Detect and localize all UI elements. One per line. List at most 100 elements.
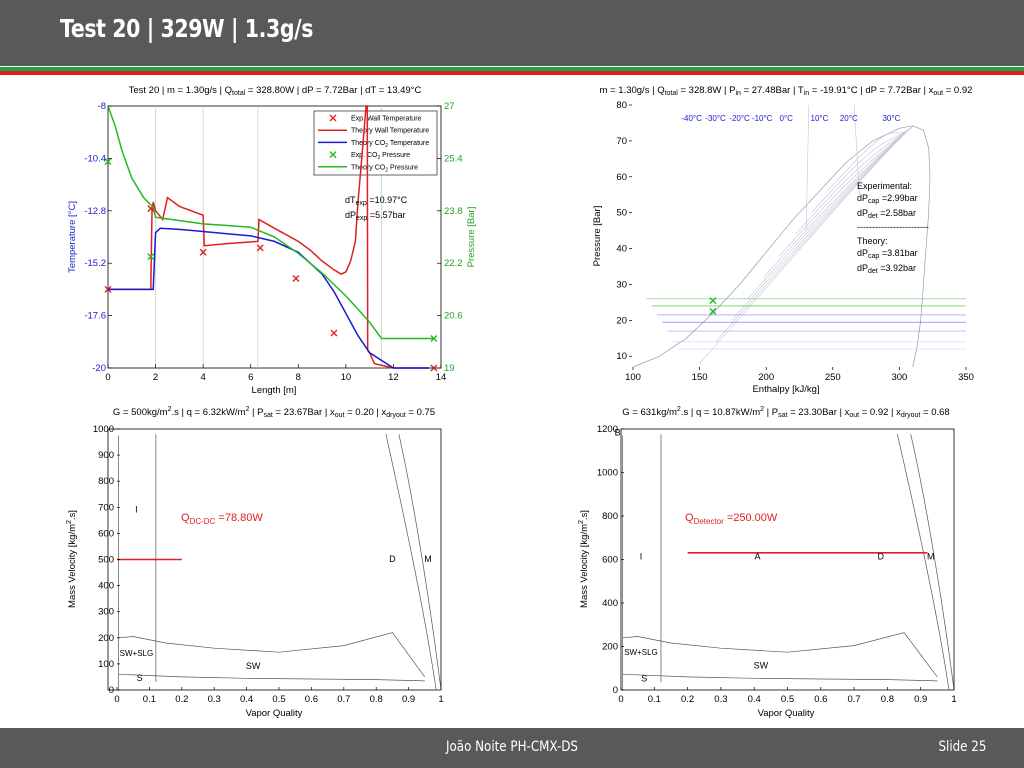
c3-ytick-label-10: 1000 [93, 424, 114, 435]
c3-region-0: I [135, 505, 138, 515]
c3-title: G = 500kg/m2.s | q = 6.32kW/m2 | Psat = … [113, 406, 435, 419]
c3-region-2: M [424, 554, 432, 564]
c1-title: Test 20 | m = 1.30g/s | Qtotal = 328.80W… [129, 85, 422, 97]
c4-xtick-label-5: 0.5 [781, 694, 794, 705]
c2-isotherm-label-4: 0°C [779, 114, 793, 123]
c2-ytick-label-4: 50 [616, 208, 627, 219]
c2-fan-line-8 [827, 126, 913, 192]
c4-xtick-label-7: 0.7 [847, 694, 860, 705]
c1-legend-label-2: Theory CO2 Temperature [351, 140, 429, 149]
c4-xtick-label-8: 0.8 [881, 694, 894, 705]
c4-xlabel: Vapor Quality [758, 708, 815, 719]
c1-ytick-label-5: -8 [98, 101, 106, 112]
c2-xtick-label-3: 250 [825, 372, 841, 383]
c4-ylabel: Mass Velocity [kg/m2.s] [578, 510, 590, 608]
c2-fan-line-7 [811, 126, 913, 213]
c3-ytick-label-0: 0 [109, 685, 114, 696]
c2-ytick-label-7: 80 [616, 100, 627, 111]
c1-legend-marker-3 [329, 151, 337, 159]
c2-annotation-6: dPdet =3.92bar [857, 263, 916, 275]
c1-xtick-label-3: 6 [248, 372, 253, 383]
c4-title: G = 631kg/m2.s | q = 10.87kW/m2 | Psat =… [622, 406, 949, 419]
c1-series3-point-1 [147, 253, 155, 261]
c4-region-5: SW+SLG [624, 648, 658, 657]
c1-ytick-label-2: -15.2 [84, 258, 106, 269]
c1-axes: 0 2 4 6 8 10 12 14 -20 -17.6 -15.2 -12.8 -10.4 -8 19 20… [84, 101, 462, 383]
c3-ytick-label-7: 700 [98, 502, 114, 513]
c4-boundary-dryout [897, 434, 950, 691]
c4-region-labels: B I A D M SW+SLG SW S [615, 428, 935, 684]
c1-ytick-label-0: -20 [92, 363, 106, 374]
c2-isentrope-1 [853, 104, 860, 195]
c4-plot-frame [620, 428, 955, 691]
accent-stripe-red [0, 71, 1024, 75]
c1-legend: Exp. Wall Temperature Theory Wall Tempera… [313, 110, 438, 176]
c4-xtick-label-6: 0.6 [814, 694, 827, 705]
c3-ytick-label-6: 600 [98, 528, 114, 539]
footer-bar: João Noite PH-CMX-DS Slide 25 [0, 728, 1024, 768]
c1-title-sub1: total [232, 90, 246, 97]
c1-y2tick-label-5: 27 [444, 101, 455, 112]
c3-xtick-label-5: 0.5 [272, 694, 285, 705]
c1-series0-point-6 [430, 364, 438, 372]
c2-axes: 100 150 200 250 300 350 10 20 30 40 50 60 70 80 [616, 100, 974, 383]
c4-ytick-label-6: 1200 [597, 424, 618, 435]
c2-xlabel: Enthalpy [kJ/kg] [752, 384, 819, 395]
c4-regime-boundaries [622, 434, 955, 691]
c3-ytick-label-4: 400 [98, 581, 114, 592]
c4-axes: 0 0.1 0.2 0.3 0.4 0.5 0.6 0.7 0.8 0.9 1 0 200 400 600 8… [597, 424, 957, 705]
c1-y2tick-label-1: 20.6 [444, 311, 463, 322]
c1-series0-point-2 [199, 248, 207, 256]
c4-ytick-label-2: 400 [602, 598, 618, 609]
c1-y2tick-label-2: 22.2 [444, 258, 463, 269]
c4-ytick-label-3: 600 [602, 555, 618, 566]
c2-xtick-label-5: 350 [958, 372, 974, 383]
c1-y2label: Pressure [Bar] [466, 207, 477, 268]
c3-region-5: S [137, 673, 143, 683]
c3-xtick-label-3: 0.3 [208, 694, 221, 705]
c1-ytick-label-4: -10.4 [84, 153, 106, 164]
c4-boundary-ss [622, 673, 938, 682]
c2-ytick-label-0: 10 [616, 351, 627, 362]
c2-ytick-label-6: 70 [616, 136, 627, 147]
c4-boundary-mist [910, 434, 955, 691]
c4-region-7: S [641, 673, 647, 683]
c2-series0-point-1 [709, 307, 717, 315]
c2-fan-line-6 [795, 126, 913, 235]
c3-boundary-mist [398, 434, 442, 691]
c3-xtick-label-2: 0.2 [175, 694, 188, 705]
c4-region-2: A [755, 552, 761, 562]
c4-xtick-label-10: 1 [951, 694, 956, 705]
c1-ytick-label-3: -12.8 [84, 206, 106, 217]
c2-plot-frame [621, 105, 954, 367]
c1-title-a: Test 20 | m = 1.30g/s | Q [129, 85, 232, 96]
c2-annotation-3: ------------------------ [857, 222, 929, 232]
c2-dome-right [912, 125, 931, 368]
footer-author: João Noite PH-CMX-DS [446, 739, 578, 755]
c2-xtick-label-0: 100 [625, 372, 641, 383]
c3-xtick-label-10: 1 [438, 694, 443, 705]
c3-ytick-label-9: 900 [98, 450, 114, 461]
c2-ylabel: Pressure [Bar] [592, 206, 603, 267]
c1-legend-marker-0 [329, 114, 337, 122]
c2-isotherm-label-5: 10°C [811, 114, 829, 123]
c1-ytick-label-1: -17.6 [84, 311, 106, 322]
c4-xtick-label-0: 0 [618, 694, 623, 705]
c3-region-labels: I D M SW+SLG SW S [120, 505, 432, 683]
c1-series3-point-0 [104, 158, 112, 166]
c1-xlabel: Length [m] [252, 385, 297, 396]
c1-series2-line [108, 227, 430, 369]
c3-boundary-dryout [385, 434, 437, 691]
c3-boundary-sw [118, 632, 426, 678]
header-bar: Test 20 | 329W | 1.3g/s [0, 0, 1024, 66]
c2-annotation-1: dPcap =2.99bar [857, 193, 918, 205]
c1-xtick-label-1: 2 [153, 372, 158, 383]
c4-ytick-label-0: 0 [613, 685, 618, 696]
accent-stripe-green [0, 67, 1024, 71]
c2-fan-line-5 [779, 126, 913, 256]
c2-ytick-label-3: 40 [616, 244, 627, 255]
c4-region-3: D [877, 552, 884, 562]
c3-xtick-label-6: 0.6 [305, 694, 318, 705]
c1-legend-label-0: Exp. Wall Temperature [351, 116, 422, 123]
c4-ytick-label-1: 200 [602, 642, 618, 653]
